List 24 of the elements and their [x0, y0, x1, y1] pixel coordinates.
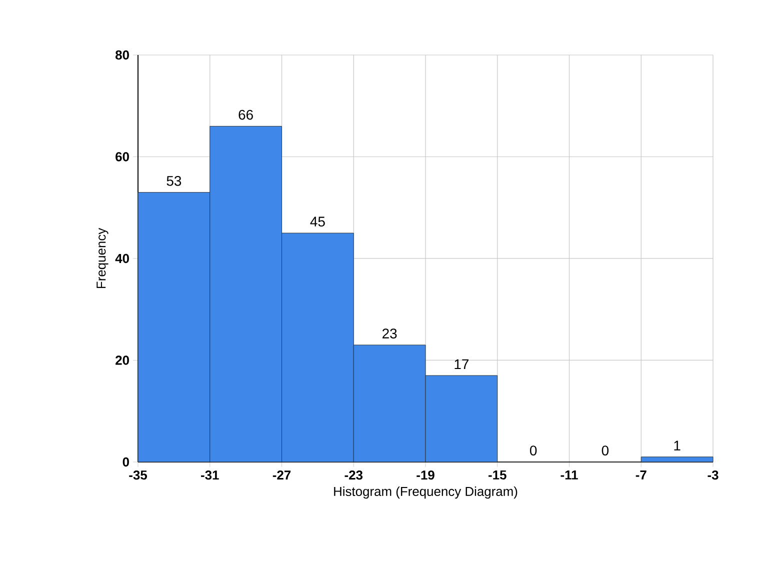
- x-tick-label: -19: [416, 470, 434, 480]
- y-tick-label: 60: [116, 152, 129, 162]
- data-label: 23: [382, 328, 397, 338]
- x-tick-label: -31: [201, 470, 219, 480]
- x-axis-title: Histogram (Frequency Diagram): [334, 486, 518, 499]
- y-tick-label: 20: [116, 356, 129, 365]
- x-tick-label: -27: [272, 470, 291, 480]
- data-label: 0: [602, 446, 609, 456]
- y-tick-label: 0: [122, 457, 129, 467]
- x-tick-label: -11: [560, 470, 578, 480]
- y-tick-label: 40: [115, 254, 129, 264]
- x-tick-label: -15: [488, 470, 506, 480]
- x-tick-label: -7: [636, 470, 646, 480]
- data-label: 1: [674, 440, 680, 450]
- data-label: 66: [238, 110, 253, 120]
- x-tick-label: -3: [708, 470, 718, 480]
- y-axis-title: Frequency: [96, 228, 108, 288]
- data-label: 0: [530, 446, 537, 456]
- y-tick-label: 80: [116, 50, 129, 60]
- data-label: 17: [454, 359, 469, 369]
- x-tick-label: -35: [129, 470, 148, 480]
- x-tick-label: -23: [344, 470, 363, 480]
- data-label: 53: [166, 176, 182, 186]
- data-label: 45: [310, 216, 325, 227]
